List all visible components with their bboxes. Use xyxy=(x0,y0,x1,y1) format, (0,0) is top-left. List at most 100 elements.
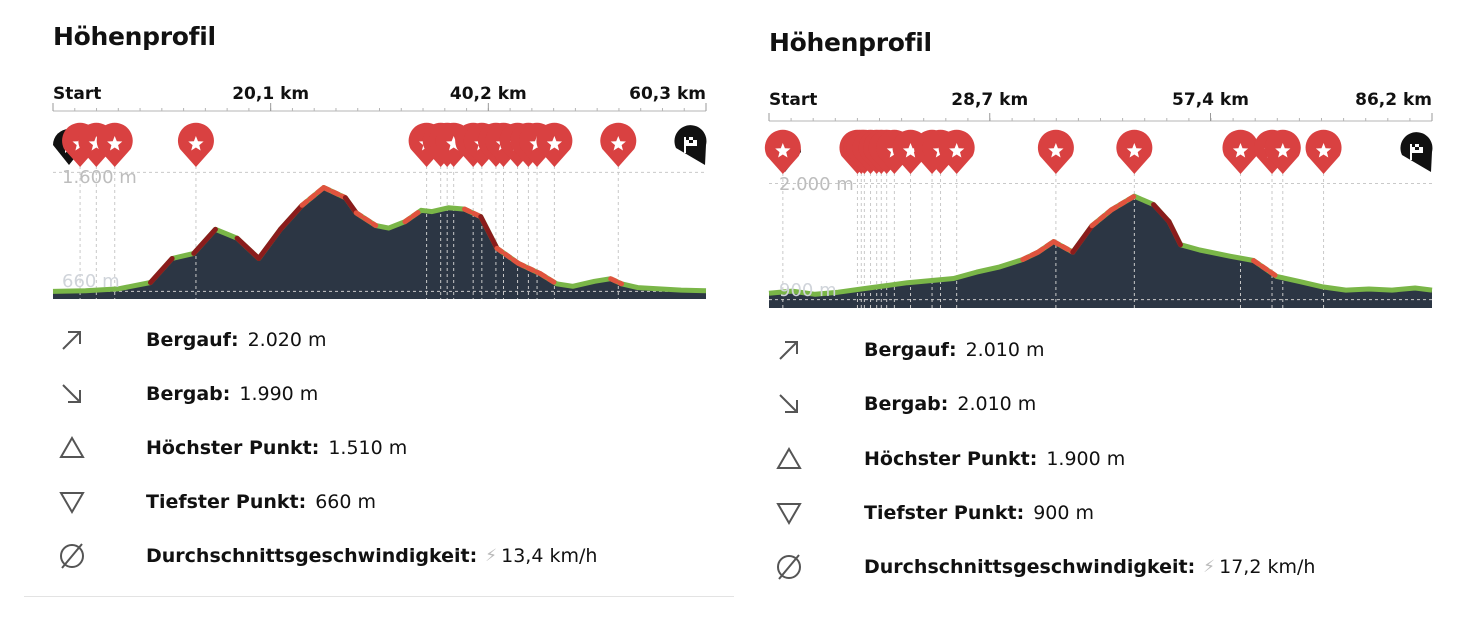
highlight-pin-icon xyxy=(96,122,133,167)
divider xyxy=(24,596,734,597)
stat-highest: Höchster Punkt: 1.510 m xyxy=(52,433,407,463)
stat-label: Bergab: xyxy=(146,383,231,405)
triangle-up-icon xyxy=(769,444,809,474)
elevation-profile-chart[interactable]: Start 20,1 km 40,2 km 60,3 km 1.600 m 660 m xyxy=(0,0,735,330)
steep-segment xyxy=(1070,223,1095,255)
stat-value: 2.010 m xyxy=(957,393,1037,415)
stat-value: 900 m xyxy=(1033,502,1095,524)
average-icon xyxy=(52,541,92,571)
stat-value: 660 m xyxy=(315,491,377,513)
x-tick-label: 86,2 km xyxy=(1355,90,1432,110)
panel-title: Höhenprofil xyxy=(53,22,216,51)
arrow-down-right-icon xyxy=(52,379,92,409)
medium-segment xyxy=(321,185,348,201)
stat-label: Bergab: xyxy=(864,393,949,415)
stat-uphill: Bergauf: 2.010 m xyxy=(769,335,1045,365)
highlight-pin-icon xyxy=(536,122,573,167)
highlight-pin-icon xyxy=(600,122,637,167)
x-tick-label: 20,1 km xyxy=(232,84,309,104)
steep-segment xyxy=(256,226,283,261)
medium-segment xyxy=(462,206,484,220)
steep-segment xyxy=(478,214,500,251)
medium-segment xyxy=(608,276,625,287)
x-tick-label: 40,2 km xyxy=(450,84,527,104)
medium-segment xyxy=(1251,258,1280,279)
average-icon xyxy=(769,552,809,582)
medium-segment xyxy=(353,210,379,229)
stat-value: 1.510 m xyxy=(328,437,408,459)
medium-segment xyxy=(1108,193,1137,213)
x-tick-label: 57,4 km xyxy=(1172,90,1249,110)
elevation-label: 2.000 m xyxy=(779,174,854,195)
arrow-down-right-icon xyxy=(769,389,809,419)
x-tick-label: 28,7 km xyxy=(951,90,1028,110)
medium-segment xyxy=(516,261,543,277)
triangle-down-icon xyxy=(769,498,809,528)
stat-value: 1.990 m xyxy=(239,383,319,405)
elevation-panel-2: Höhenprofil Start 28,7 km 57,4 km 86,2 km 2.… xyxy=(735,0,1458,628)
steep-segment xyxy=(1151,202,1172,225)
highlight-pin-icon xyxy=(1264,129,1301,174)
medium-segment xyxy=(1051,239,1076,255)
stat-value: 1.900 m xyxy=(1046,448,1126,470)
panel-title: Höhenprofil xyxy=(769,28,932,57)
finish-flag-icon xyxy=(1400,132,1433,172)
arrow-up-right-icon xyxy=(769,335,809,365)
stat-value: 2.020 m xyxy=(247,329,327,351)
stat-value: 2.010 m xyxy=(965,339,1045,361)
x-tick-label: 60,3 km xyxy=(629,84,706,104)
stat-speed: Durchschnittsgeschwindigkeit: ⚡ 17,2 km/… xyxy=(769,552,1315,582)
elevation-profile-chart[interactable]: Start 28,7 km 57,4 km 86,2 km 2.000 m 900 m xyxy=(735,0,1458,330)
elevation-label: 660 m xyxy=(62,271,120,292)
steep-segment xyxy=(342,195,359,216)
stat-label: Höchster Punkt: xyxy=(146,437,320,459)
highlight-pin-icon xyxy=(1305,129,1342,174)
highlight-pin-icon xyxy=(177,122,214,167)
steep-segment xyxy=(234,235,262,261)
medium-segment xyxy=(494,245,522,267)
steep-segment xyxy=(191,226,218,256)
elevation-area xyxy=(53,187,706,299)
x-tick-label: Start xyxy=(769,90,817,110)
stat-label: Durchschnittsgeschwindigkeit: xyxy=(864,556,1196,578)
stat-label: Durchschnittsgeschwindigkeit: xyxy=(146,545,478,567)
highlight-pin-icon xyxy=(1116,129,1153,174)
stat-value: 13,4 km/h xyxy=(501,545,598,567)
elevation-area xyxy=(769,196,1432,308)
bolt-icon: ⚡ xyxy=(485,546,498,565)
stat-label: Bergauf: xyxy=(146,329,239,351)
highlight-pin-icon xyxy=(764,129,801,174)
finish-flag-icon xyxy=(674,125,707,165)
elevation-label: 900 m xyxy=(779,280,837,301)
medium-segment xyxy=(537,271,560,287)
triangle-up-icon xyxy=(52,433,92,463)
bolt-icon: ⚡ xyxy=(1203,557,1216,576)
stat-downhill: Bergab: 1.990 m xyxy=(52,379,318,409)
medium-segment xyxy=(402,207,424,225)
elevation-panel-1: Höhenprofil Start 20,1 km 40,2 km 60,3 km 1.… xyxy=(0,0,735,597)
arrow-up-right-icon xyxy=(52,325,92,355)
stat-lowest: Tiefster Punkt: 660 m xyxy=(52,487,376,517)
x-tick-label: Start xyxy=(53,84,101,104)
steep-segment xyxy=(147,255,175,286)
stat-speed: Durchschnittsgeschwindigkeit: ⚡ 13,4 km/… xyxy=(52,541,597,571)
steep-segment xyxy=(1166,219,1183,248)
highlight-pin-icon xyxy=(1222,129,1259,174)
stat-highest: Höchster Punkt: 1.900 m xyxy=(769,444,1125,474)
stat-value: 17,2 km/h xyxy=(1219,556,1316,578)
medium-segment xyxy=(1035,239,1057,255)
stat-label: Tiefster Punkt: xyxy=(146,491,307,513)
medium-segment xyxy=(299,185,327,208)
stat-lowest: Tiefster Punkt: 900 m xyxy=(769,498,1094,528)
highlight-pin-icon xyxy=(1037,129,1074,174)
stat-label: Bergauf: xyxy=(864,339,957,361)
highlight-pin-icon xyxy=(938,129,975,174)
medium-segment xyxy=(1020,249,1041,262)
medium-segment xyxy=(1089,207,1114,229)
stat-downhill: Bergab: 2.010 m xyxy=(769,389,1036,419)
steep-segment xyxy=(277,202,305,232)
triangle-down-icon xyxy=(52,487,92,517)
stat-uphill: Bergauf: 2.020 m xyxy=(52,325,327,355)
stat-label: Tiefster Punkt: xyxy=(864,502,1025,524)
stat-label: Höchster Punkt: xyxy=(864,448,1038,470)
